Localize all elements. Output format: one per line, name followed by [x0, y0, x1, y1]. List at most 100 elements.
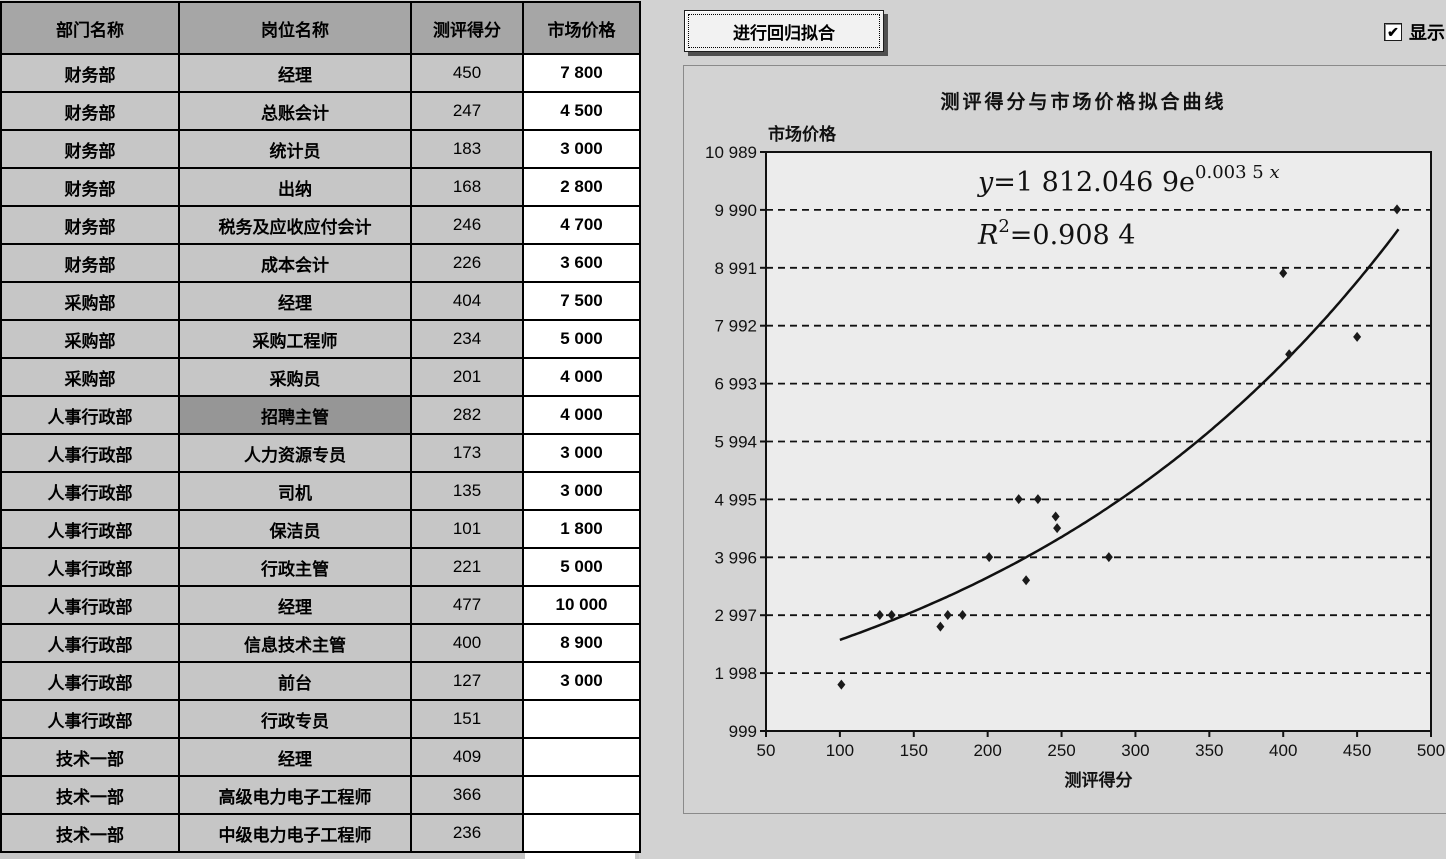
cell-position[interactable]: 经理	[178, 53, 412, 93]
cell-position[interactable]: 经理	[178, 737, 412, 777]
cell-department[interactable]: 采购部	[0, 319, 180, 359]
cell-position[interactable]: 行政专员	[178, 699, 412, 739]
cell-department[interactable]: 财务部	[0, 129, 180, 169]
cell-department[interactable]: 财务部	[0, 53, 180, 93]
equation-label: y=1 812.046 9e0.003 5 x	[977, 162, 1280, 198]
cell-department[interactable]: 人事行政部	[0, 699, 180, 739]
cell-score[interactable]: 135	[410, 471, 524, 511]
cell-department[interactable]: 采购部	[0, 281, 180, 321]
col-header-department[interactable]: 部门名称	[0, 1, 180, 55]
y-tick-label: 5 994	[714, 433, 757, 452]
cell-position[interactable]: 成本会计	[178, 243, 412, 283]
cell-department[interactable]: 人事行政部	[0, 661, 180, 701]
data-point	[875, 610, 884, 621]
cell-price[interactable]: 10 000	[522, 585, 641, 625]
cell-score[interactable]: 168	[410, 167, 524, 207]
cell-department[interactable]: 人事行政部	[0, 509, 180, 549]
cell-position[interactable]: 中级电力电子工程师	[178, 813, 412, 853]
table-row: 人事行政部 司机 135 3 000	[0, 471, 641, 511]
cell-department[interactable]: 财务部	[0, 91, 180, 131]
cell-price[interactable]: 3 000	[522, 129, 641, 169]
cell-department[interactable]: 人事行政部	[0, 471, 180, 511]
cell-department[interactable]: 人事行政部	[0, 395, 180, 435]
cell-position[interactable]: 信息技术主管	[178, 623, 412, 663]
cell-score[interactable]: 477	[410, 585, 524, 625]
cell-price[interactable]: 3 000	[522, 433, 641, 473]
y-tick-label: 6 993	[714, 375, 757, 394]
cell-price[interactable]	[522, 775, 641, 815]
cell-score[interactable]: 409	[410, 737, 524, 777]
cell-position[interactable]: 人力资源专员	[178, 433, 412, 473]
cell-score[interactable]: 221	[410, 547, 524, 587]
cell-price[interactable]	[522, 813, 641, 853]
cell-position[interactable]: 采购员	[178, 357, 412, 397]
cell-department[interactable]: 人事行政部	[0, 547, 180, 587]
cell-score[interactable]: 404	[410, 281, 524, 321]
y-axis-title: 市场价格	[768, 124, 837, 144]
cell-price[interactable]: 8 900	[522, 623, 641, 663]
cell-price[interactable]: 5 000	[522, 547, 641, 587]
cell-position[interactable]: 出纳	[178, 167, 412, 207]
cell-price[interactable]: 7 800	[522, 53, 641, 93]
cell-score[interactable]: 366	[410, 775, 524, 815]
cell-department[interactable]: 采购部	[0, 357, 180, 397]
run-regression-button[interactable]: 进行回归拟合	[684, 10, 884, 52]
cell-price[interactable]: 4 000	[522, 357, 641, 397]
cell-score[interactable]: 236	[410, 813, 524, 853]
cell-price[interactable]: 3 000	[522, 471, 641, 511]
cell-department[interactable]: 财务部	[0, 167, 180, 207]
cell-score[interactable]: 282	[410, 395, 524, 435]
col-header-price[interactable]: 市场价格	[522, 1, 641, 55]
cell-price[interactable]	[522, 737, 641, 777]
cell-score[interactable]: 234	[410, 319, 524, 359]
cell-price[interactable]: 3 600	[522, 243, 641, 283]
cell-score[interactable]: 450	[410, 53, 524, 93]
cell-department[interactable]: 财务部	[0, 243, 180, 283]
cell-position[interactable]: 税务及应收应付会计	[178, 205, 412, 245]
cell-score[interactable]: 101	[410, 509, 524, 549]
cell-price[interactable]: 4 000	[522, 395, 641, 435]
cell-score[interactable]: 183	[410, 129, 524, 169]
cell-score[interactable]: 400	[410, 623, 524, 663]
cell-price[interactable]: 2 800	[522, 167, 641, 207]
cell-price[interactable]: 3 000	[522, 661, 641, 701]
cell-price[interactable]	[522, 699, 641, 739]
cell-price[interactable]: 1 800	[522, 509, 641, 549]
cell-price[interactable]: 4 700	[522, 205, 641, 245]
cell-score[interactable]: 247	[410, 91, 524, 131]
cell-department[interactable]: 技术一部	[0, 813, 180, 853]
y-tick-label: 3 996	[714, 548, 757, 567]
col-header-score[interactable]: 测评得分	[410, 1, 524, 55]
cell-price[interactable]: 7 500	[522, 281, 641, 321]
cell-department[interactable]: 人事行政部	[0, 433, 180, 473]
cell-position[interactable]: 高级电力电子工程师	[178, 775, 412, 815]
cell-position[interactable]: 行政主管	[178, 547, 412, 587]
show-checkbox-row[interactable]: ✔ 显示	[1384, 19, 1445, 45]
col-header-position[interactable]: 岗位名称	[178, 1, 412, 55]
cell-position[interactable]: 经理	[178, 281, 412, 321]
cell-position[interactable]: 统计员	[178, 129, 412, 169]
cell-score[interactable]: 173	[410, 433, 524, 473]
cell-position[interactable]: 司机	[178, 471, 412, 511]
cell-position[interactable]: 采购工程师	[178, 319, 412, 359]
cell-department[interactable]: 人事行政部	[0, 623, 180, 663]
table-row: 财务部 税务及应收应付会计 246 4 700	[0, 205, 641, 245]
cell-position[interactable]: 总账会计	[178, 91, 412, 131]
cell-position[interactable]: 前台	[178, 661, 412, 701]
checkbox-checked-icon[interactable]: ✔	[1384, 23, 1402, 41]
cell-department[interactable]: 财务部	[0, 205, 180, 245]
cell-department[interactable]: 人事行政部	[0, 585, 180, 625]
cell-score[interactable]: 151	[410, 699, 524, 739]
cell-price[interactable]: 5 000	[522, 319, 641, 359]
cell-score[interactable]: 226	[410, 243, 524, 283]
cell-score[interactable]: 127	[410, 661, 524, 701]
cell-position[interactable]: 经理	[178, 585, 412, 625]
cell-department[interactable]: 技术一部	[0, 775, 180, 815]
cell-position[interactable]: 保洁员	[178, 509, 412, 549]
cell-department[interactable]: 技术一部	[0, 737, 180, 777]
cell-price[interactable]: 4 500	[522, 91, 641, 131]
cell-position-selected[interactable]: 招聘主管	[178, 395, 412, 435]
x-axis-title: 测评得分	[1065, 770, 1133, 790]
cell-score[interactable]: 246	[410, 205, 524, 245]
cell-score[interactable]: 201	[410, 357, 524, 397]
